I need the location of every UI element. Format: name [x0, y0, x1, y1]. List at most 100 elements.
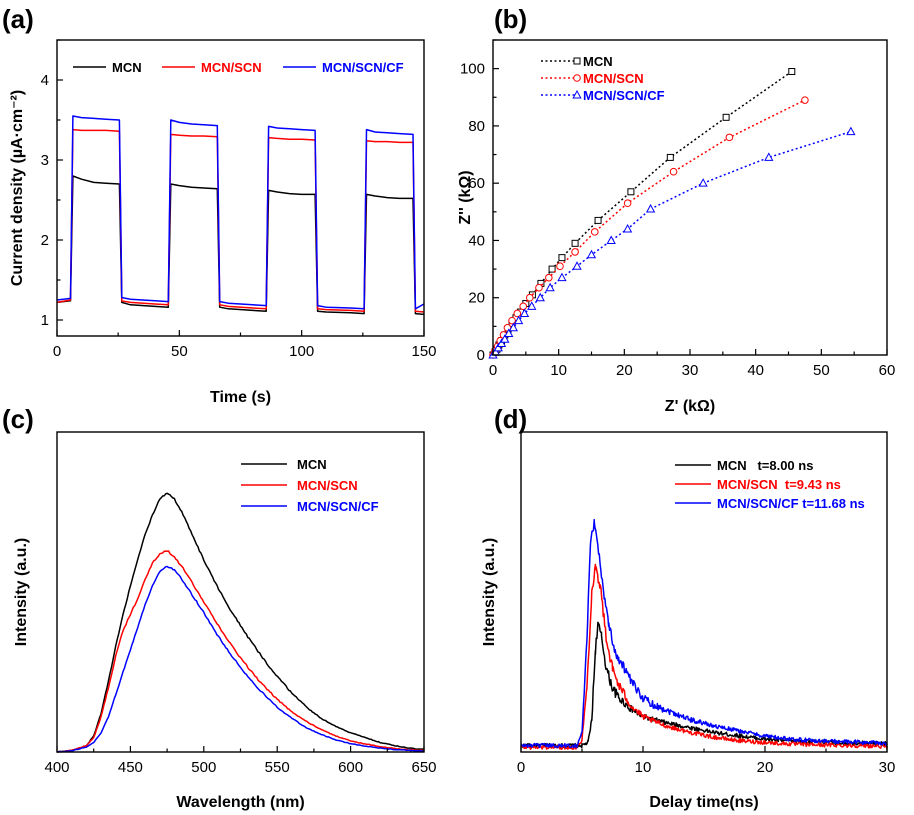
x-axis-title: Wavelength (nm) [176, 794, 304, 811]
legend-label: MCN t=8.00 ns [717, 458, 813, 473]
data-point [535, 292, 545, 302]
data-point [558, 254, 566, 262]
x-tick-label: 0 [517, 759, 525, 776]
data-point [846, 126, 856, 136]
x-tick-label: 150 [411, 343, 436, 360]
data-point [645, 203, 656, 213]
series-line-mcn-scn-cf [520, 518, 888, 749]
data-point [545, 273, 553, 282]
y-tick-label: 100 [460, 61, 485, 78]
data-point [666, 153, 674, 161]
data-point [557, 272, 567, 282]
legend-label: MCN [112, 60, 142, 75]
series-line-mcn [520, 621, 888, 749]
legend: MCN MCN/SCN MCN/SCN/CF [73, 60, 404, 75]
data-point [722, 113, 730, 121]
data-point [500, 334, 510, 343]
x-tick-label: 20 [757, 759, 774, 776]
y-tick-label: 2 [41, 232, 49, 249]
series-line-mcn [492, 70, 793, 356]
legend: MCN MCN/SCN MCN/SCN/CF [241, 457, 379, 514]
panel-b: (b) 0 10 20 30 40 50 60 0 20 40 60 80 100 Z' (kΩ) Z'' (… [457, 4, 895, 415]
panel-label: (d) [494, 404, 527, 434]
legend: MCN MCN/SCN MCN/SCN/CF [541, 54, 665, 103]
series-line-mcn-scn [56, 128, 425, 313]
legend-label: MCN/SCN/CF [322, 60, 404, 75]
series-line-mcn-scn-cf [56, 565, 424, 753]
y-tick-label: 3 [41, 152, 49, 169]
data-point [594, 216, 602, 224]
x-tick-label: 10 [550, 362, 567, 379]
data-point [556, 262, 564, 271]
y-axis-title: Z'' (kΩ) [457, 170, 474, 224]
series-line-mcn [57, 492, 425, 753]
x-tick-label: 30 [682, 362, 699, 379]
y-tick-label: 0 [477, 347, 485, 364]
x-tick-label: 50 [171, 343, 188, 360]
legend-label: MCN [583, 54, 613, 69]
data-point [513, 309, 522, 318]
panel-d: (d) 0 10 20 30 Delay time(ns) Intensity (a.u.)… [481, 404, 895, 811]
data-point [801, 96, 809, 104]
y-tick-label: 60 [468, 175, 485, 192]
x-tick-label: 650 [411, 759, 436, 776]
x-tick-label: 400 [44, 759, 69, 776]
data-point [669, 167, 678, 176]
data-point [513, 315, 524, 325]
data-point [788, 68, 796, 75]
y-axis-title: Intensity (a.u.) [481, 538, 498, 646]
data-point [504, 328, 514, 338]
panel-label: (b) [494, 4, 527, 34]
plot-frame [492, 39, 888, 356]
x-tick-label: 500 [191, 759, 216, 776]
legend-label: MCN/SCN/CF t=11.68 ns [717, 496, 865, 511]
data-point [725, 133, 734, 142]
data-point [623, 199, 632, 208]
y-tick-label: 4 [41, 72, 49, 89]
legend-label: MCN/SCN/CF [297, 499, 379, 514]
y-tick-label: 1 [41, 312, 49, 329]
x-tick-label: 0 [489, 362, 497, 379]
series-line-mcn-scn [56, 550, 424, 753]
data-point [525, 293, 534, 302]
data-point [572, 261, 582, 270]
data-point [527, 301, 537, 310]
x-tick-label: 600 [338, 759, 363, 776]
x-axis-title: Delay time(ns) [649, 794, 758, 811]
x-tick-label: 0 [53, 343, 61, 360]
legend-marker [573, 57, 581, 65]
legend: MCN t=8.00 ns MCN/SCN t=9.43 ns MCN/SCN/CF… [675, 458, 865, 511]
x-tick-label: 10 [635, 759, 652, 776]
x-tick-label: 40 [747, 362, 764, 379]
y-tick-label: 40 [468, 232, 485, 249]
x-tick-label: 50 [813, 362, 830, 379]
legend-label: MCN/SCN/CF [583, 88, 665, 103]
panel-a: (a) 0 50 100 150 1 2 3 4 Time (s) Current density … [2, 4, 437, 406]
y-axis-title: Current density (µA·cm⁻²) [9, 90, 26, 286]
series-line-mcn-scn-cf [492, 130, 852, 356]
data-point [622, 223, 633, 233]
x-tick-label: 30 [879, 759, 896, 776]
data-point [496, 338, 507, 348]
data-point [519, 302, 528, 311]
data-point [764, 152, 774, 161]
data-point [590, 228, 599, 236]
data-point [519, 308, 530, 317]
data-point [545, 282, 555, 292]
panel-label: (a) [2, 4, 34, 34]
x-axis-title: Z' (kΩ) [665, 398, 715, 415]
data-point [508, 322, 518, 332]
data-point [508, 316, 516, 325]
legend-label: MCN/SCN t=9.43 ns [717, 477, 841, 492]
series-line-mcn [56, 175, 425, 316]
data-point [586, 249, 597, 259]
x-tick-label: 20 [616, 362, 633, 379]
legend-label: MCN/SCN [297, 478, 358, 493]
data-point [571, 239, 579, 247]
legend-label: MCN [297, 457, 327, 472]
series-line-mcn-scn-cf [56, 115, 425, 310]
series-line-mcn-scn [492, 99, 806, 356]
legend-marker [572, 89, 582, 99]
data-point [571, 248, 579, 256]
legend-label: MCN/SCN [201, 60, 262, 75]
